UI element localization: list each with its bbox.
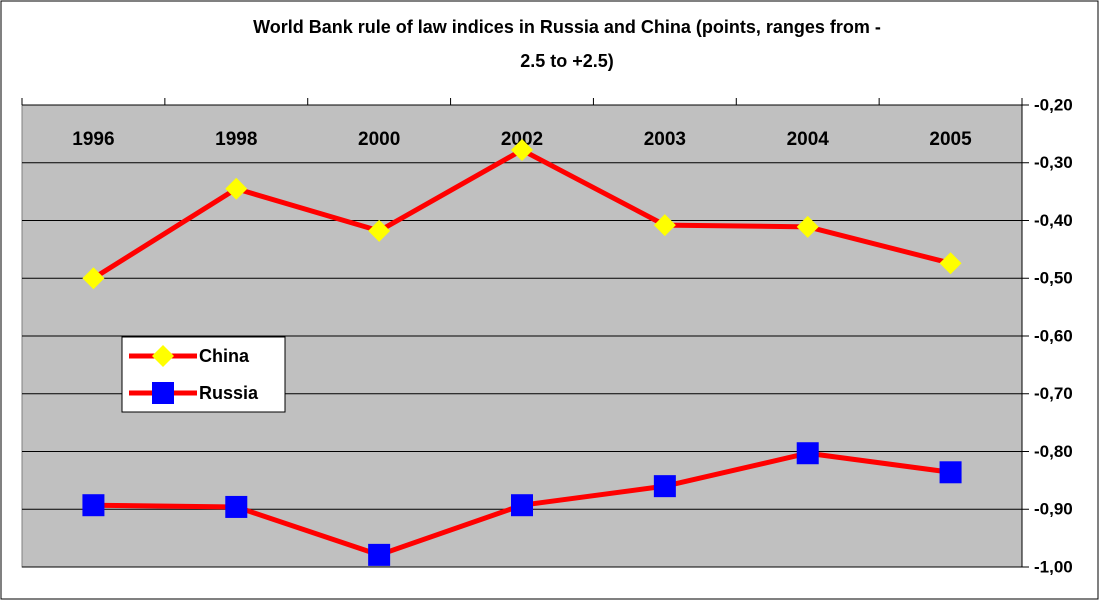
y-tick-label: -0,50 bbox=[1034, 269, 1073, 288]
x-tick-label: 2003 bbox=[644, 129, 686, 150]
chart-title: World Bank rule of law indices in Russia… bbox=[253, 17, 881, 37]
data-point bbox=[939, 252, 962, 275]
data-point bbox=[511, 139, 533, 162]
y-tick-label: -0,80 bbox=[1034, 442, 1073, 461]
y-tick-label: -0,90 bbox=[1034, 500, 1073, 519]
x-tick-label: 2000 bbox=[358, 129, 400, 150]
data-point bbox=[796, 215, 819, 238]
data-point bbox=[82, 267, 105, 290]
y-tick-label: -0,70 bbox=[1034, 384, 1073, 403]
legend-label: Russia bbox=[199, 383, 259, 403]
data-point bbox=[225, 177, 248, 200]
data-point bbox=[368, 543, 391, 566]
data-point bbox=[653, 214, 676, 237]
y-tick-label: -1,00 bbox=[1034, 557, 1073, 576]
data-point bbox=[82, 494, 105, 517]
data-point bbox=[225, 495, 248, 518]
legend-label: China bbox=[199, 346, 250, 366]
data-point bbox=[653, 475, 676, 498]
x-tick-label: 1996 bbox=[72, 129, 114, 150]
x-tick-label: 2005 bbox=[929, 129, 972, 150]
legend-marker bbox=[152, 345, 174, 367]
x-tick-label: 1998 bbox=[215, 129, 257, 150]
data-point bbox=[796, 442, 819, 465]
x-tick-label: 2004 bbox=[787, 129, 830, 150]
y-tick-label: -0,20 bbox=[1034, 95, 1073, 114]
y-tick-label: -0,40 bbox=[1034, 211, 1073, 230]
chart-title: 2.5 to +2.5) bbox=[520, 51, 614, 71]
legend-marker bbox=[152, 382, 174, 404]
data-point bbox=[939, 461, 962, 484]
y-tick-label: -0,30 bbox=[1034, 153, 1073, 172]
data-point bbox=[368, 219, 391, 242]
y-tick-label: -0,60 bbox=[1034, 326, 1073, 345]
legend bbox=[121, 336, 286, 413]
data-point bbox=[511, 494, 533, 517]
